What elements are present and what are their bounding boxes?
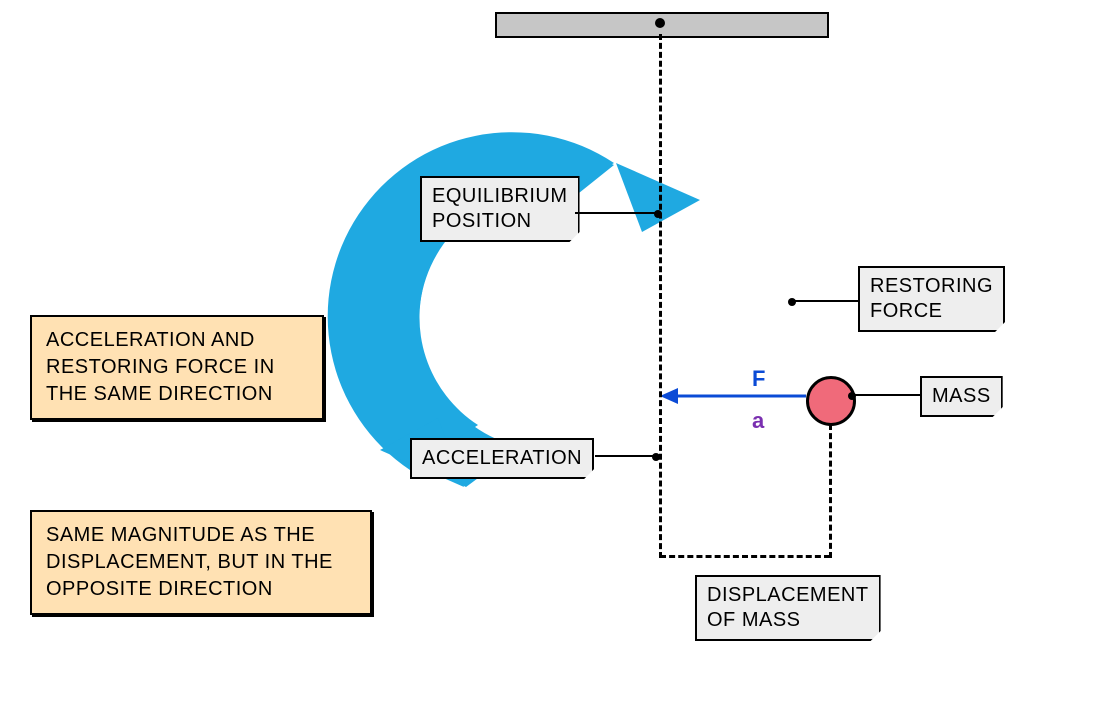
note-line: DISPLACEMENT, BUT IN THE — [46, 549, 356, 576]
equilibrium-dashed-line — [659, 34, 662, 558]
tag-text: POSITION — [432, 209, 568, 234]
acceleration-tag: ACCELERATION — [410, 438, 594, 479]
displacement-tag: DISPLACEMENT OF MASS — [695, 575, 881, 641]
acceleration-symbol: a — [752, 408, 765, 434]
note-line: ACCELERATION AND — [46, 327, 308, 354]
tag-text: OF MASS — [707, 608, 869, 633]
mass-tag: MASS — [920, 376, 1003, 417]
note-opposite-direction: SAME MAGNITUDE AS THE DISPLACEMENT, BUT … — [30, 510, 372, 615]
leader-line — [790, 300, 858, 302]
force-symbol: F — [752, 366, 766, 392]
tag-text: EQUILIBRIUM — [432, 184, 568, 209]
leader-line — [595, 455, 658, 457]
ceiling-bar — [495, 12, 829, 38]
diagram-stage: F a EQUILIBRIUM POSITION RESTORING FORCE… — [0, 0, 1100, 705]
note-line: OPPOSITE DIRECTION — [46, 576, 356, 603]
restoring-force-tag: RESTORING FORCE — [858, 266, 1005, 332]
leader-line — [850, 394, 920, 396]
leader-line — [575, 212, 660, 214]
mass-position-dashed-line — [829, 424, 832, 558]
equilibrium-position-tag: EQUILIBRIUM POSITION — [420, 176, 580, 242]
displacement-dashed-line — [660, 555, 830, 558]
note-line: RESTORING FORCE IN — [46, 354, 308, 381]
restoring-force-arrow-icon — [660, 388, 806, 404]
tag-text: DISPLACEMENT — [707, 583, 869, 608]
note-line: SAME MAGNITUDE AS THE — [46, 522, 356, 549]
note-accel-restoring: ACCELERATION AND RESTORING FORCE IN THE … — [30, 315, 324, 420]
tag-text: MASS — [932, 385, 991, 407]
tag-text: FORCE — [870, 299, 993, 324]
tag-text: RESTORING — [870, 274, 993, 299]
note-line: THE SAME DIRECTION — [46, 381, 308, 408]
pendulum-mass-icon — [806, 376, 856, 426]
tag-text: ACCELERATION — [422, 447, 582, 469]
